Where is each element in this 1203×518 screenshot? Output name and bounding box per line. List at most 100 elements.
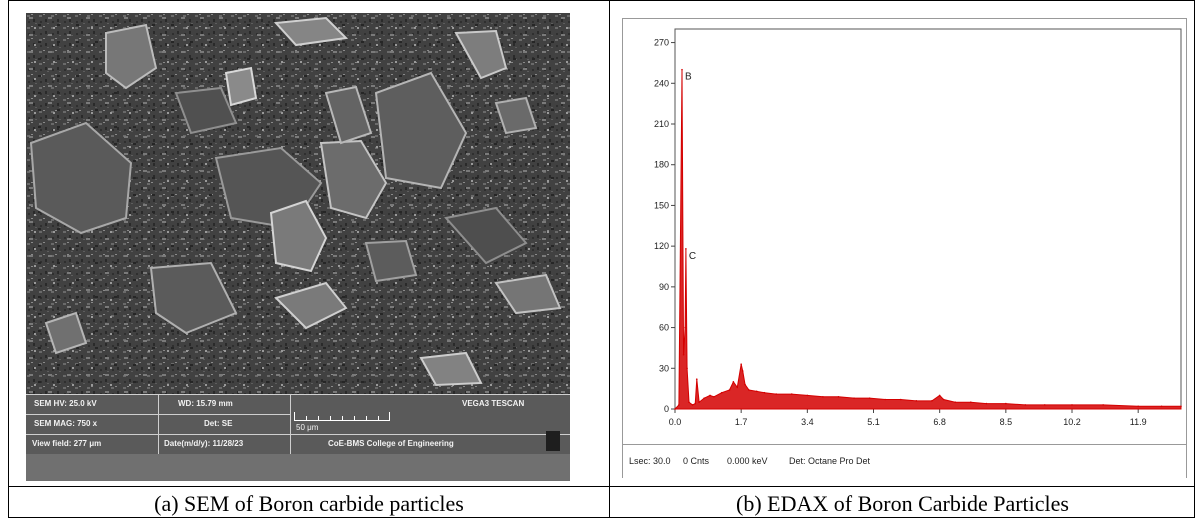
y-tick-label: 270	[654, 38, 669, 48]
spectrum-point	[1043, 404, 1046, 406]
sem-info-divider	[158, 394, 159, 454]
sem-corner-logo	[546, 431, 560, 451]
y-tick-label: 180	[654, 160, 669, 170]
spectrum-point	[853, 397, 855, 399]
y-tick-label: 150	[654, 200, 669, 210]
peak-label: B	[685, 72, 692, 83]
x-tick-label: 5.1	[867, 417, 880, 427]
edax-chart: 0 30 60 90 120 150 180 210 240 270 0.0 1.7 3.4 5.1 6.8…	[654, 28, 1182, 427]
spectrum-point	[703, 397, 705, 399]
spectrum-point	[682, 353, 685, 356]
spectrum-point	[806, 394, 809, 397]
y-tick-label: 30	[659, 363, 669, 373]
spectrum-point	[736, 386, 739, 389]
table-horizontal-divider	[8, 486, 1195, 487]
sem-info-divider	[290, 394, 291, 454]
spectrum-point	[775, 393, 777, 395]
sem-info-divider	[26, 414, 290, 415]
y-tick-label: 210	[654, 119, 669, 129]
spectrum-point	[695, 378, 698, 380]
spectrum-point	[1005, 402, 1007, 405]
spectrum-point	[954, 401, 957, 404]
caption-edax: (b) EDAX of Boron Carbide Particles	[736, 491, 1069, 516]
x-tick-label: 0.0	[669, 417, 682, 427]
spectrum-point	[1024, 404, 1027, 406]
scale-bar	[294, 412, 390, 421]
sem-brand: VEGA3 TESCAN	[462, 399, 525, 408]
spectrum-point	[720, 391, 723, 394]
spectrum-point	[970, 401, 972, 404]
sem-detector: Det: SE	[204, 419, 233, 428]
spectrum-point	[763, 391, 766, 394]
spectrum-point	[884, 398, 886, 401]
spectrum-point	[740, 363, 742, 366]
sem-view-field: View field: 277 μm	[32, 439, 102, 448]
spectrum-point	[837, 395, 840, 398]
sem-particle-image	[26, 13, 570, 394]
x-tick-label: 8.5	[1000, 417, 1013, 427]
spectrum-point	[1180, 405, 1182, 408]
x-tick-label: 3.4	[801, 417, 814, 427]
spectrum-point	[899, 398, 902, 401]
spectrum-point	[713, 395, 715, 398]
spectrum-point	[681, 68, 683, 71]
edax-footer: Lsec: 30.0 0 Cnts 0.000 keV Det: Octane …	[623, 444, 1186, 478]
spectrum-point	[691, 404, 694, 406]
peak-label: C	[689, 251, 696, 262]
spectrum-point	[915, 400, 918, 402]
x-tick-label: 6.8	[933, 417, 946, 427]
sem-info-bar	[26, 394, 570, 455]
scale-bar-label: 50 μm	[296, 423, 319, 432]
y-tick-label: 0	[664, 404, 669, 414]
plot-area	[674, 28, 1182, 410]
spectrum-point	[694, 402, 697, 405]
spectrum-point	[748, 389, 750, 391]
spectrum-point	[1071, 404, 1073, 406]
spectrum-point	[790, 393, 793, 395]
footer-counts: 0 Cnts	[683, 456, 710, 466]
x-tick-label: 1.7	[735, 417, 748, 427]
x-tick-label: 11.9	[1130, 417, 1147, 427]
spectrum-point	[942, 398, 945, 401]
y-tick-label: 120	[654, 241, 669, 251]
sem-hv: SEM HV: 25.0 kV	[34, 399, 97, 408]
sem-lab: CoE-BMS College of Engineering	[328, 439, 454, 448]
sem-mag: SEM MAG: 750 x	[34, 419, 98, 428]
spectrum-point	[1102, 404, 1104, 406]
sem-info-divider	[26, 434, 570, 435]
spectrum-point	[755, 390, 758, 393]
spectrum-point	[744, 383, 746, 386]
spectrum-point	[709, 394, 711, 397]
sem-micrograph: SEM HV: 25.0 kV WD: 15.79 mm VEGA3 TESCA…	[26, 13, 570, 481]
sem-date: Date(m/d/y): 11/28/23	[164, 439, 244, 448]
spectrum-point	[728, 389, 731, 391]
spectrum-point	[684, 326, 686, 329]
sem-bottom-band	[26, 454, 570, 481]
spectrum-point	[1137, 405, 1139, 408]
spectrum-point	[1160, 405, 1163, 408]
footer-energy: 0.000 keV	[727, 456, 768, 466]
y-tick-label: 90	[659, 282, 669, 292]
spectrum-point	[674, 408, 676, 410]
caption-sem: (a) SEM of Boron carbide particles	[154, 491, 464, 516]
x-tick-label: 10.2	[1063, 417, 1081, 427]
spectrum-point	[931, 400, 933, 402]
spectrum-point	[685, 248, 687, 250]
spectrum-point	[741, 370, 744, 372]
spectrum-point	[868, 397, 871, 399]
sem-wd: WD: 15.79 mm	[178, 399, 233, 408]
y-tick-label: 60	[659, 323, 669, 333]
spectrum-point	[686, 367, 688, 370]
spectrum-point	[678, 404, 680, 406]
spectrum-point	[822, 395, 824, 398]
footer-lsec: Lsec: 30.0	[629, 456, 671, 466]
spectrum-point	[732, 381, 735, 383]
table-vertical-divider	[609, 0, 610, 518]
y-tick-label: 240	[654, 78, 669, 88]
spectrum-point	[985, 402, 988, 405]
spectrum-point	[688, 401, 690, 404]
spectrum-point	[698, 401, 700, 404]
footer-detector: Det: Octane Pro Det	[789, 456, 871, 466]
spectrum-point	[938, 394, 941, 397]
edax-spectrum-panel: 0 30 60 90 120 150 180 210 240 270 0.0 1.7 3.4 5.1 6.8…	[622, 18, 1187, 478]
